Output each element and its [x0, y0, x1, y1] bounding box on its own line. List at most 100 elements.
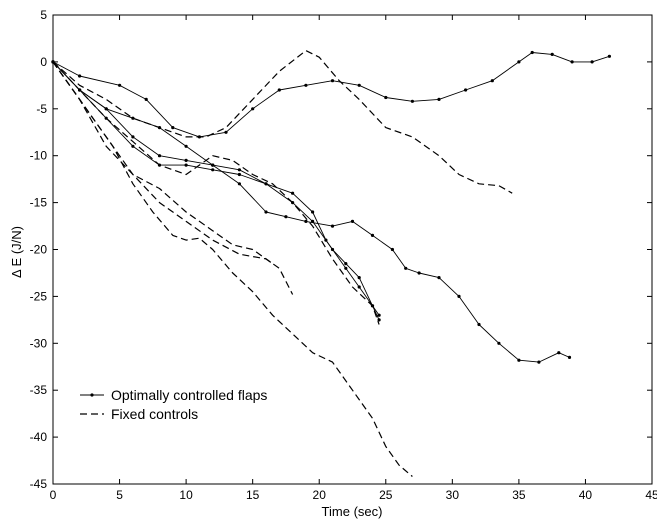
- series-point: [350, 219, 355, 223]
- series-point: [330, 79, 335, 83]
- series-point: [184, 163, 188, 167]
- series-point: [284, 215, 288, 219]
- series-point: [211, 168, 215, 172]
- y-tick-label: 5: [40, 8, 47, 22]
- y-tick-label: -40: [30, 430, 48, 444]
- axis-ticks: [52, 14, 653, 485]
- series-point: [457, 294, 461, 298]
- series-point: [437, 276, 441, 280]
- series-point: [224, 130, 228, 134]
- x-tick-label: 0: [50, 488, 57, 502]
- legend: Optimally controlled flaps Fixed control…: [80, 387, 267, 422]
- series-point: [357, 285, 361, 289]
- series-point: [237, 182, 241, 186]
- series-point: [530, 50, 534, 55]
- series-point: [251, 107, 255, 111]
- y-axis-title: Δ E (J/N): [9, 226, 24, 278]
- y-tick-label: -45: [30, 477, 48, 491]
- x-tick-label: 45: [645, 488, 657, 502]
- series-point: [184, 144, 188, 148]
- series-point: [384, 95, 388, 100]
- series-point: [497, 341, 501, 345]
- x-tick-label: 35: [512, 488, 526, 502]
- legend-label-fixed: Fixed controls: [111, 406, 198, 422]
- series-point: [264, 210, 268, 214]
- series-point: [171, 126, 175, 130]
- series-point: [157, 154, 162, 158]
- series-line-fixed-5: [52, 61, 380, 325]
- series-point: [477, 322, 481, 327]
- series-point: [370, 233, 375, 237]
- series-point: [104, 107, 108, 111]
- series-point: [550, 52, 554, 57]
- series-point: [607, 54, 612, 58]
- series-point: [490, 79, 494, 83]
- series-point: [557, 351, 561, 355]
- series-line-fixed-6: [52, 61, 294, 295]
- series-point: [237, 172, 241, 177]
- series-point: [304, 219, 308, 223]
- y-tick-label: -10: [30, 149, 48, 163]
- y-tick-label: -15: [30, 196, 48, 210]
- y-tick-label: -30: [30, 336, 48, 350]
- x-tick-label: 5: [116, 488, 123, 502]
- series-point: [377, 313, 381, 317]
- series-point: [377, 318, 381, 322]
- series-point: [311, 219, 315, 223]
- series-point: [464, 88, 468, 92]
- series-point: [304, 83, 308, 87]
- series-point: [357, 83, 361, 87]
- series-point: [324, 238, 328, 242]
- series-point: [237, 168, 241, 172]
- series-point: [211, 163, 215, 167]
- series-line-optimal-2: [52, 61, 380, 321]
- x-tick-label: 25: [379, 488, 393, 502]
- series-line-fixed-8: [52, 61, 273, 265]
- y-tick-label: -5: [36, 102, 47, 116]
- series-line-optimal-0: [52, 52, 610, 138]
- series-line-fixed-7: [52, 61, 413, 477]
- x-axis-title: Time (sec): [322, 504, 383, 519]
- series-point: [417, 271, 421, 275]
- x-tick-label: 20: [313, 488, 327, 502]
- y-tick-label: -25: [30, 289, 48, 303]
- series-point: [330, 224, 335, 228]
- series-point: [410, 99, 414, 103]
- series-point: [131, 135, 135, 139]
- series-point: [517, 358, 521, 362]
- series-point: [404, 266, 408, 270]
- series-layer: [51, 49, 612, 477]
- series-point: [570, 60, 574, 64]
- series-point: [311, 210, 315, 214]
- series-point: [517, 60, 521, 64]
- series-line-fixed-4: [52, 49, 513, 194]
- x-tick-label: 30: [446, 488, 460, 502]
- x-tick-labels: 0 5 10 15 20 25 30 35 40 45: [50, 488, 657, 502]
- series-point: [277, 88, 281, 92]
- series-point: [131, 144, 135, 148]
- series-point: [437, 97, 441, 101]
- series-point: [184, 158, 188, 162]
- y-tick-label: 0: [40, 55, 47, 69]
- series-point: [357, 276, 361, 280]
- y-tick-labels: 5 0 -5 -10 -15 -20 -25 -30 -35 -40 -45: [30, 8, 48, 491]
- series-point: [344, 262, 348, 266]
- series-point: [118, 83, 122, 87]
- legend-solid-marker: [90, 393, 94, 397]
- x-tick-label: 15: [246, 488, 260, 502]
- y-tick-label: -35: [30, 383, 48, 397]
- series-point: [264, 182, 268, 186]
- series-point: [590, 60, 594, 64]
- x-tick-label: 10: [179, 488, 193, 502]
- y-tick-label: -20: [30, 243, 48, 257]
- series-line-optimal-3: [52, 61, 380, 316]
- series-point: [390, 247, 394, 252]
- series-point: [78, 74, 82, 78]
- x-tick-label: 40: [579, 488, 593, 502]
- series-point: [537, 360, 541, 364]
- series-point: [344, 266, 348, 270]
- legend-label-optimal: Optimally controlled flaps: [111, 387, 267, 403]
- series-point: [567, 355, 572, 359]
- series-point: [144, 97, 148, 101]
